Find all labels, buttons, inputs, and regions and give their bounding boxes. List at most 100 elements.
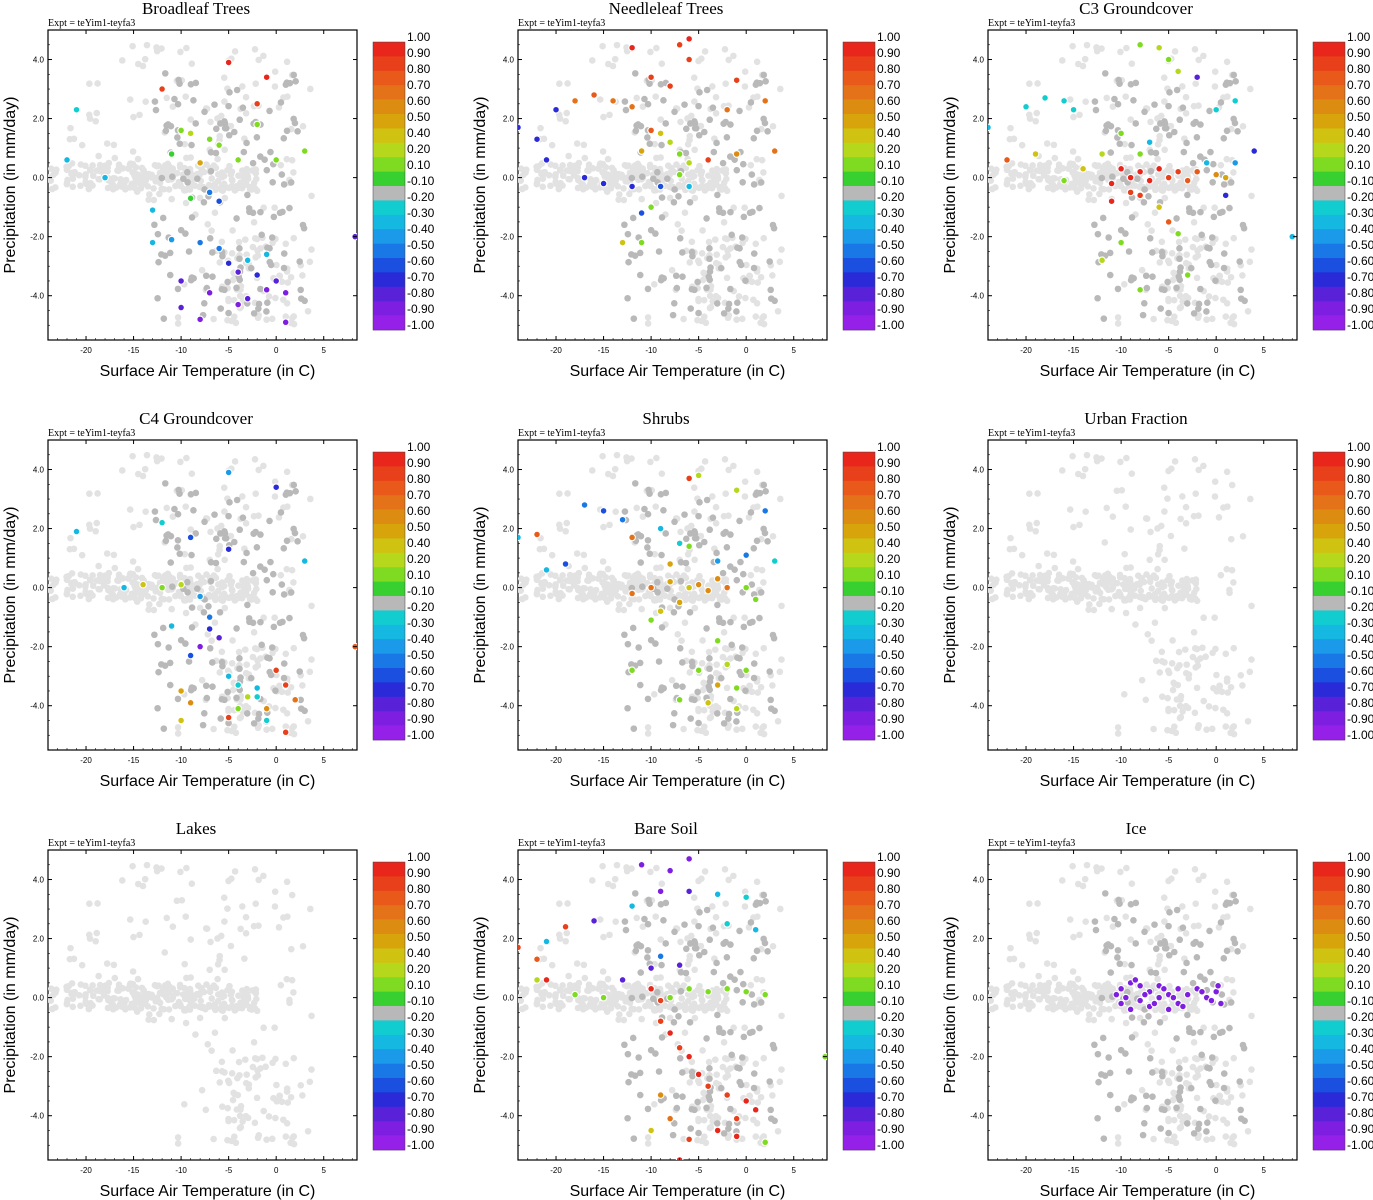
background-point	[1171, 187, 1179, 194]
x-tick-label: 0	[1214, 346, 1219, 355]
colorbar-label: -0.50	[877, 238, 905, 252]
neutral-point	[233, 284, 240, 292]
background-point	[1081, 465, 1089, 473]
background-point	[1191, 709, 1199, 717]
background-point	[141, 875, 149, 883]
background-point	[600, 523, 607, 531]
background-point	[85, 1005, 93, 1013]
y-tick-label: 2.0	[503, 115, 515, 124]
neutral-point	[736, 107, 743, 115]
neutral-point	[266, 245, 273, 252]
neutral-point	[1114, 285, 1122, 293]
neutral-point	[280, 264, 288, 272]
neutral-point	[1193, 134, 1201, 141]
background-point	[271, 903, 279, 910]
neutral-point	[720, 310, 728, 317]
neutral-point	[621, 508, 629, 515]
neutral-point	[263, 308, 270, 315]
neutral-point	[691, 696, 698, 704]
neutral-point	[625, 258, 632, 266]
neutral-point	[1165, 131, 1173, 139]
colorbar-swatch	[1313, 610, 1345, 626]
background-point	[574, 184, 582, 192]
background-point	[250, 629, 258, 636]
background-point	[552, 583, 559, 591]
colorbar-label: -1.00	[1347, 728, 1373, 742]
x-tick-label: 5	[1261, 756, 1266, 765]
background-point	[1161, 556, 1168, 564]
background-point	[168, 195, 175, 203]
colorbar-swatch	[1313, 567, 1345, 582]
background-point	[214, 960, 222, 968]
background-point	[1085, 580, 1093, 588]
background-point	[1033, 109, 1041, 117]
background-point	[1067, 160, 1074, 168]
neutral-point	[682, 535, 690, 543]
background-point	[1121, 140, 1128, 148]
background-point	[228, 317, 235, 325]
data-point	[1145, 138, 1154, 147]
colorbar-label: -0.10	[1347, 584, 1373, 598]
neutral-point	[655, 658, 663, 665]
data-point	[177, 277, 185, 285]
background-point	[1219, 706, 1227, 714]
data-point	[205, 188, 214, 197]
background-point	[180, 1100, 188, 1108]
background-point	[609, 591, 616, 598]
colorbar-frame	[1312, 451, 1346, 741]
colorbar-swatch	[843, 85, 875, 100]
data-point	[1193, 73, 1202, 82]
background-point	[1237, 671, 1245, 679]
background-point	[1171, 458, 1179, 465]
neutral-point	[256, 153, 264, 160]
background-point	[1069, 452, 1076, 460]
neutral-point	[695, 541, 703, 549]
neutral-point	[624, 640, 632, 648]
background-point	[698, 55, 705, 63]
background-point	[272, 1114, 279, 1122]
background-point	[1072, 174, 1079, 182]
neutral-point	[644, 510, 652, 518]
background-point	[1208, 725, 1216, 733]
background-point	[1143, 161, 1150, 168]
background-point	[231, 187, 239, 194]
neutral-point	[727, 285, 734, 293]
background-point	[203, 925, 211, 932]
data-point	[732, 486, 741, 495]
neutral-point	[268, 234, 276, 241]
background-point	[221, 1014, 229, 1022]
background-point	[174, 314, 182, 321]
neutral-point	[272, 687, 279, 695]
background-point	[151, 571, 159, 579]
background-point	[580, 551, 588, 559]
background-point	[133, 1008, 141, 1015]
neutral-point	[1237, 286, 1244, 294]
background-point	[1078, 574, 1086, 582]
background-point	[235, 1058, 243, 1066]
y-tick-label: 0.0	[33, 994, 45, 1003]
background-point	[1191, 456, 1199, 463]
colorbar-label: 0.80	[407, 472, 431, 486]
data-point	[666, 82, 674, 90]
neutral-point	[1106, 249, 1114, 257]
background-point	[1069, 42, 1076, 50]
background-point	[196, 604, 204, 612]
neutral-point	[257, 208, 264, 216]
y-axis-label: Precipitation (in mm/day)	[472, 97, 489, 274]
background-point	[191, 1002, 199, 1010]
background-point	[717, 593, 724, 601]
neutral-point	[682, 125, 690, 133]
background-point	[711, 646, 719, 653]
background-point	[251, 46, 259, 53]
background-point	[727, 655, 734, 662]
background-point	[165, 186, 173, 193]
background-point	[706, 292, 714, 300]
background-point	[1151, 619, 1159, 626]
x-axis-label: Surface Air Temperature (in C)	[1040, 773, 1256, 790]
neutral-point	[713, 300, 721, 307]
background-point	[153, 454, 160, 461]
background-point	[251, 644, 259, 652]
colorbar-swatch	[373, 452, 405, 467]
background-point	[674, 631, 682, 638]
